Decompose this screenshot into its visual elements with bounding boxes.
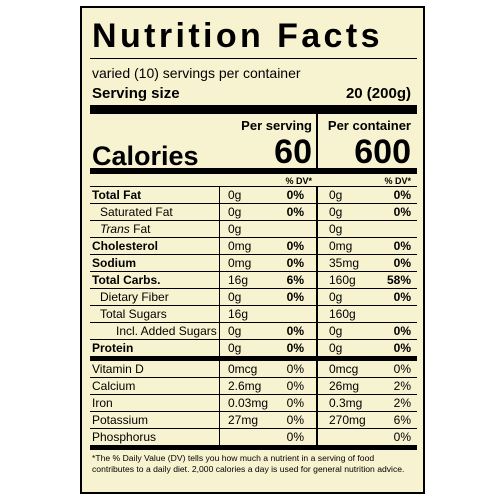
nutrient-row-protein: Protein 0g 0% 0g 0% (90, 339, 417, 356)
per-serving-header: Per serving (241, 118, 312, 133)
column-divider (316, 114, 318, 174)
nutrient-row-trans-fat: Trans Fat 0g 0g (90, 220, 417, 237)
vitamin-row-iron: Iron 0.03mg 0% 0.3mg 2% (90, 394, 417, 411)
vitamin-row-calcium: Calcium 2.6mg 0% 26mg 2% (90, 377, 417, 394)
calories-label: Calories (92, 141, 199, 171)
nutrient-row-total-carbs: Total Carbs. 16g 6% 160g 58% (90, 271, 417, 288)
dv-header-container: % DV* (384, 176, 411, 186)
servings-per-container: varied (10) servings per container (92, 65, 301, 81)
vitamin-row-vitamin-d: Vitamin D 0mcg 0% 0mcg 0% (90, 356, 417, 377)
nutrient-row-sodium: Sodium 0mg 0% 35mg 0% (90, 254, 417, 271)
nutrition-facts-label: Nutrition Facts varied (10) servings per… (80, 6, 425, 494)
thick-divider (90, 168, 417, 174)
nutrient-row-total-sugars: Total Sugars 16g 160g (90, 305, 417, 322)
thick-divider (90, 105, 417, 114)
nutrient-row-added-sugars: Incl. Added Sugars 0g 0% 0g 0% (90, 322, 417, 339)
calories-per-serving: 60 (274, 133, 312, 171)
thick-divider (90, 445, 417, 450)
column-divider (219, 186, 220, 445)
vitamin-row-potassium: Potassium 27mg 0% 270mg 6% (90, 411, 417, 428)
column-divider (316, 186, 318, 445)
label-title: Nutrition Facts (92, 17, 383, 55)
serving-size-label: Serving size (92, 85, 180, 102)
vitamin-row-phosphorus: Phosphorus 0% 0% (90, 428, 417, 445)
nutrient-row-cholesterol: Cholesterol 0mg 0% 0mg 0% (90, 237, 417, 254)
per-container-header: Per container (327, 118, 411, 133)
dv-header-serving: % DV* (285, 176, 312, 186)
serving-size-value: 20 (200g) (345, 85, 411, 102)
nutrient-row-saturated-fat: Saturated Fat 0g 0% 0g 0% (90, 203, 417, 220)
nutrient-row-total-fat: Total Fat 0g 0% 0g 0% (90, 186, 417, 203)
calories-per-container: 600 (354, 133, 411, 171)
nutrient-row-dietary-fiber: Dietary Fiber 0g 0% 0g 0% (90, 288, 417, 305)
footnote: *The % Daily Value (DV) tells you how mu… (92, 453, 405, 474)
divider (90, 58, 417, 59)
